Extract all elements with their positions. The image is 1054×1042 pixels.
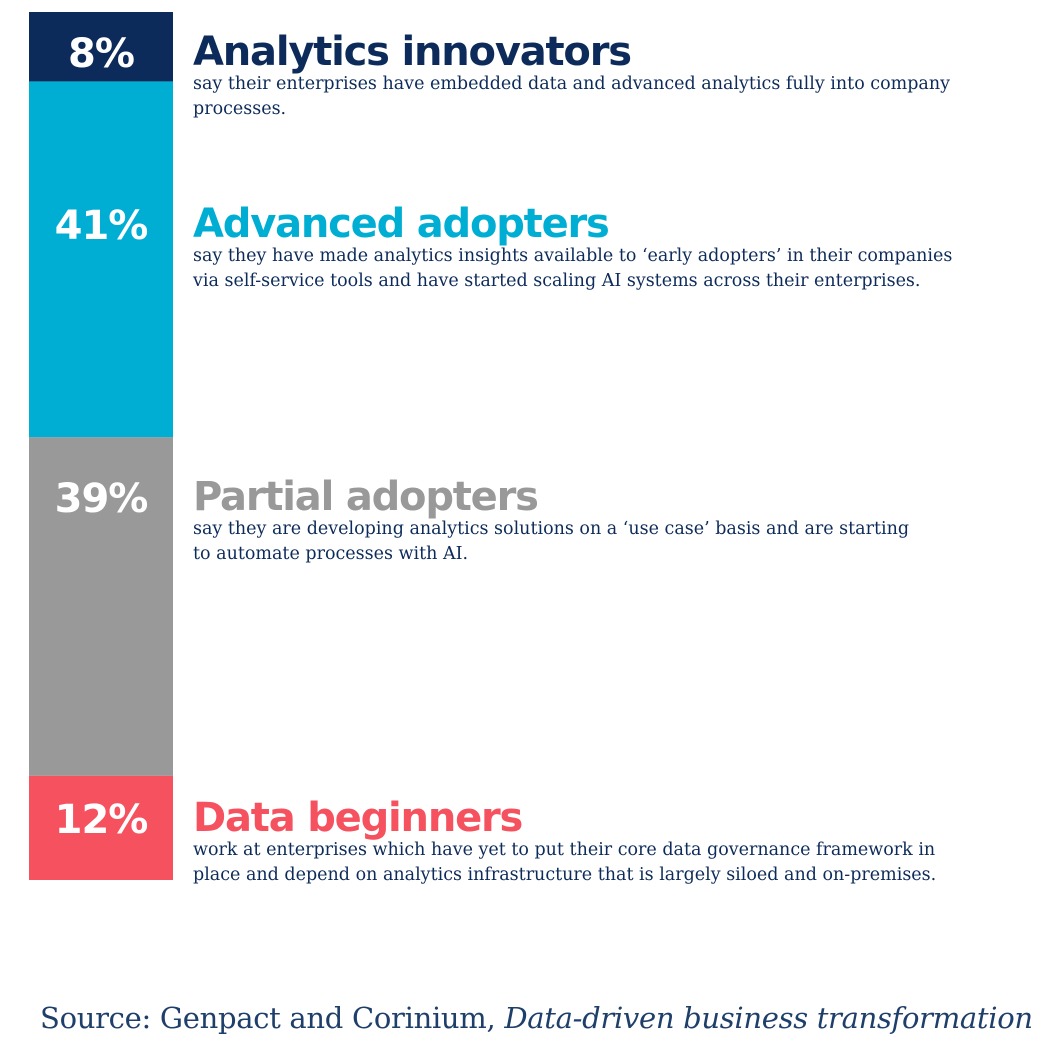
description-analytics-innovators: say their enterprises have embedded data… <box>193 74 951 119</box>
bar-segment-partial-adopters <box>29 437 173 776</box>
source-prefix: Source: Genpact and Corinium, <box>40 1001 505 1035</box>
label-data-beginners: Data beginners <box>193 794 523 841</box>
source-title: Data-driven business transformation <box>504 1001 1033 1035</box>
value-label-analytics-innovators: 8% <box>68 31 135 77</box>
bar-segment-advanced-adopters <box>29 81 173 438</box>
stacked-bar-chart: 8% Analytics innovators say their enterp… <box>29 12 953 885</box>
label-partial-adopters: Partial adopters <box>193 474 539 521</box>
value-label-advanced-adopters: 41% <box>54 203 149 250</box>
label-analytics-innovators: Analytics innovators <box>193 29 632 75</box>
value-label-partial-adopters: 39% <box>54 476 149 523</box>
description-data-beginners: work at enterprises which have yet to pu… <box>193 839 937 885</box>
source-citation: Source: Genpact and Corinium, Data-drive… <box>40 1004 1033 1033</box>
label-advanced-adopters: Advanced adopters <box>193 201 610 248</box>
description-partial-adopters: say they are developing analytics soluti… <box>193 519 910 565</box>
description-advanced-adopters: say they have made analytics insights av… <box>193 246 953 292</box>
bar-segment-analytics-innovators <box>29 12 173 82</box>
bar-segment-data-beginners <box>29 775 173 880</box>
value-label-data-beginners: 12% <box>54 796 149 843</box>
stacked-bar-svg <box>29 12 173 880</box>
